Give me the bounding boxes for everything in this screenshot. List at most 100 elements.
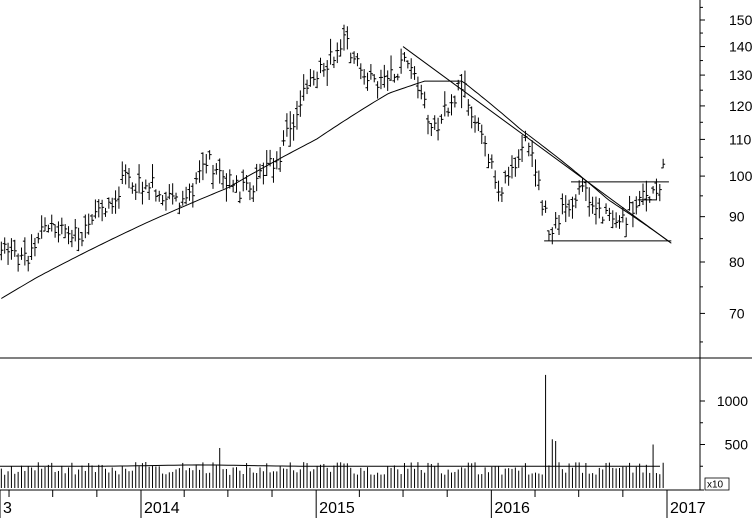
price-bar [137,164,142,194]
price-bar [157,190,162,202]
price-bar [120,161,125,185]
price-bar [493,170,498,189]
price-bar [153,189,158,202]
price-bar [499,187,504,203]
price-tick-label: 100 [729,168,752,184]
price-bar [593,196,598,225]
price-overlays [1,46,672,299]
price-bar [583,180,588,202]
trend-line-downtrend [402,46,672,244]
price-bar [358,63,363,80]
price-bar [466,99,471,116]
price-bar [113,190,118,214]
price-bar [573,194,578,209]
price-bar [630,201,635,228]
price-bar [318,57,323,74]
price-bar [53,224,58,238]
price-bar [328,38,333,65]
price-bar [526,142,531,157]
time-axis-ticks: 3 2014 2015 2016 2017 [0,490,706,518]
price-bar [9,238,14,260]
price-bar [338,39,343,57]
price-bar [90,214,95,225]
price-bar [634,196,639,215]
price-bar [352,51,357,64]
price-bar [533,159,538,187]
price-bar [378,69,383,90]
price-bar [483,135,488,157]
price-bar [69,229,74,248]
price-bar [241,169,246,192]
price-bar [385,70,390,91]
volume-multiplier-label: x10 [707,480,724,491]
price-tick-label: 140 [729,39,752,55]
price-bar [617,215,622,229]
price-bar [560,193,565,215]
price-bar [43,217,48,232]
price-bar [194,172,199,185]
volume-tick-label: 1000 [717,393,748,409]
price-bar [234,175,239,193]
price-bar [100,199,105,222]
price-bar [76,227,81,252]
price-bar [563,195,568,223]
price-bar [392,73,397,83]
price-bar [473,115,478,133]
price-bar [200,152,205,181]
price-bar [0,241,4,261]
price-bar [644,180,649,212]
price-tick-label: 150 [729,12,752,28]
price-bar [520,134,525,162]
price-bar [325,60,330,86]
time-tick-label: 2016 [494,500,530,517]
price-bar [506,166,511,186]
price-bar [150,164,155,188]
price-bar [143,179,148,190]
price-bar [651,186,656,194]
price-bar [439,114,444,124]
price-bar [39,215,44,239]
price-bar [607,207,612,222]
price-bar [56,221,61,243]
price-tick-label: 80 [729,254,745,270]
price-bar [516,149,521,168]
price-bar [436,117,441,141]
price-bar [197,160,202,183]
price-bar [184,186,189,205]
price-bar [127,168,132,189]
price-bar [399,48,404,74]
price-bar [217,158,222,184]
price-bar [348,52,353,64]
price-bar [49,214,54,232]
price-bar [160,195,165,206]
price-bar [489,154,494,169]
price-bar [331,56,336,69]
price-bar [204,154,209,174]
price-bar [543,200,548,213]
price-bar [187,183,192,201]
volume-multiplier-box [704,477,730,491]
price-bar [402,52,407,62]
volume-tick-label: 500 [725,437,749,453]
price-bar [180,190,185,206]
price-bar [106,197,111,209]
price-bar [288,111,293,147]
price-bar [567,199,572,217]
price-bar [395,73,400,81]
price-bar [258,163,263,179]
price-bar [207,150,212,160]
price-bar [637,190,642,207]
price-bar [355,53,360,67]
price-bar [46,224,51,233]
price-bar [12,239,17,257]
price-bar [311,70,316,86]
price-bar [513,157,518,177]
price-bar [479,124,484,145]
price-bar [550,227,555,245]
price-bar [375,81,380,99]
price-bar [415,76,420,99]
price-bar [641,183,646,206]
price-bar [362,69,367,85]
price-bar [294,100,299,130]
price-bar [66,226,71,245]
